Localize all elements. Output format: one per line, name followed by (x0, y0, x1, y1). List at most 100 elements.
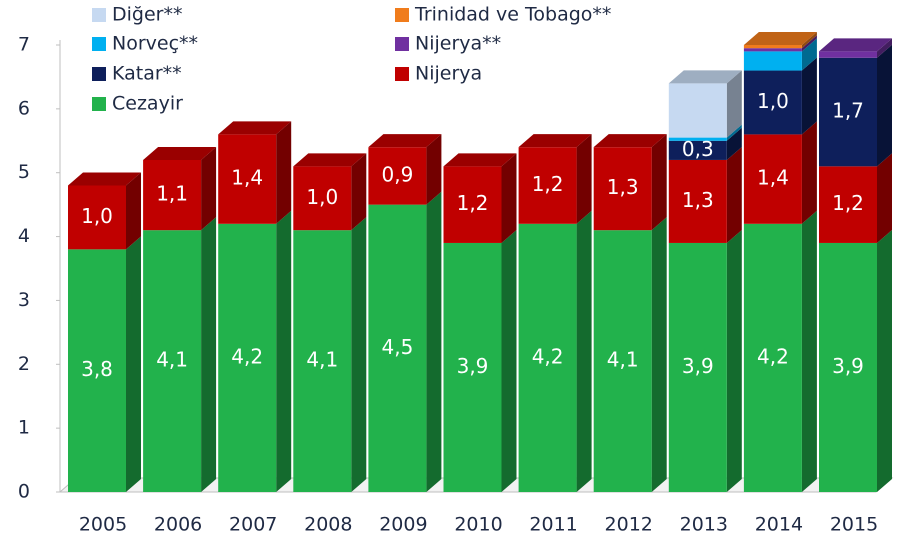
bar-top (68, 172, 141, 186)
bar-side (201, 217, 217, 492)
bar-side (651, 134, 667, 231)
bar (819, 51, 877, 58)
data-label: 4,1 (306, 348, 338, 372)
data-label: 1,2 (532, 172, 564, 196)
bar-side (501, 153, 517, 243)
bar-side (877, 44, 892, 167)
data-label: 1,7 (832, 99, 864, 123)
bar-side (201, 146, 217, 231)
x-tick-label: 2015 (830, 514, 878, 536)
data-label: 1,3 (607, 175, 639, 199)
bar (743, 48, 802, 52)
x-tick-label: 2007 (229, 514, 277, 536)
x-tick-label: 2011 (529, 514, 577, 536)
bar-side (726, 229, 742, 492)
bar-side (276, 121, 292, 224)
x-tick-label: 2014 (755, 514, 803, 536)
bar-side (801, 35, 817, 52)
bar (368, 147, 427, 205)
data-label: 0,9 (381, 162, 413, 186)
bar (68, 249, 126, 492)
bar-side (276, 210, 292, 493)
bar-side (877, 38, 892, 58)
data-label: 1,4 (231, 166, 263, 190)
bar (668, 137, 727, 141)
legend-swatch (395, 37, 409, 51)
y-tick-label: 4 (18, 225, 30, 247)
bar (593, 230, 652, 492)
x-tick-label: 2012 (605, 514, 653, 536)
bar (443, 242, 502, 492)
bar (743, 70, 802, 135)
bar (668, 140, 727, 160)
y-tick-label: 7 (18, 34, 30, 56)
legend-swatch (92, 67, 106, 81)
bar-side (801, 210, 817, 493)
bar (293, 166, 352, 231)
bar (743, 45, 802, 49)
data-label: 3,9 (682, 354, 714, 378)
bar (743, 134, 802, 224)
data-label: 1,2 (832, 191, 864, 215)
bar (443, 166, 502, 243)
bar (143, 159, 202, 231)
bar-top (668, 70, 742, 84)
legend-label: Nijerya** (415, 33, 501, 55)
bar-top (743, 32, 817, 45)
bar-top (143, 146, 217, 160)
bar-side (126, 236, 141, 492)
bar-side (726, 146, 742, 243)
bar-top (443, 153, 517, 167)
bar-side (801, 57, 817, 135)
data-label: 1,0 (81, 204, 113, 228)
bar (518, 147, 577, 224)
legend-label: Diğer** (112, 4, 182, 26)
legend-swatch (92, 97, 106, 111)
bar-side (877, 153, 892, 243)
legend-swatch (92, 8, 106, 22)
data-label: 3,9 (457, 354, 489, 378)
bar-side (351, 153, 367, 231)
bar-side (726, 127, 742, 160)
legend-swatch (395, 67, 409, 81)
x-tick-label: 2005 (79, 514, 127, 536)
x-tick-label: 2010 (454, 514, 502, 536)
bar (668, 83, 727, 138)
data-label: 4,2 (231, 344, 263, 368)
bar (368, 204, 427, 492)
bar-side (801, 38, 817, 71)
bar-side (651, 217, 667, 492)
bar (293, 230, 352, 492)
legend-label: Katar** (112, 63, 182, 85)
bar (819, 57, 877, 167)
bar-side (126, 172, 141, 250)
bar-top (518, 134, 592, 148)
bar (218, 223, 277, 493)
bar-side (877, 229, 892, 492)
data-label: 4,2 (757, 344, 789, 368)
data-label: 4,1 (156, 348, 188, 372)
bar (819, 166, 877, 243)
bar-top (819, 38, 892, 52)
bar-top (368, 134, 442, 148)
bar-side (426, 191, 442, 492)
bar-top (593, 134, 667, 148)
legend-label: Trinidad ve Tobago** (414, 4, 611, 26)
bar-top (293, 153, 367, 167)
data-label: 1,0 (306, 185, 338, 209)
bar (518, 223, 577, 493)
bar (819, 242, 877, 492)
bar-side (576, 134, 592, 224)
legend-label: Nijerya (415, 63, 482, 85)
y-tick-label: 6 (18, 97, 30, 119)
x-tick-label: 2008 (304, 514, 352, 536)
bar-side (801, 32, 817, 49)
bar-side (576, 210, 592, 493)
bar-side (726, 70, 742, 138)
data-label: 3,9 (832, 354, 864, 378)
bar (668, 159, 727, 243)
bar (743, 223, 802, 493)
legend-label: Norveç** (112, 33, 198, 55)
data-label: 1,4 (757, 166, 789, 190)
data-label: 1,1 (156, 182, 188, 206)
